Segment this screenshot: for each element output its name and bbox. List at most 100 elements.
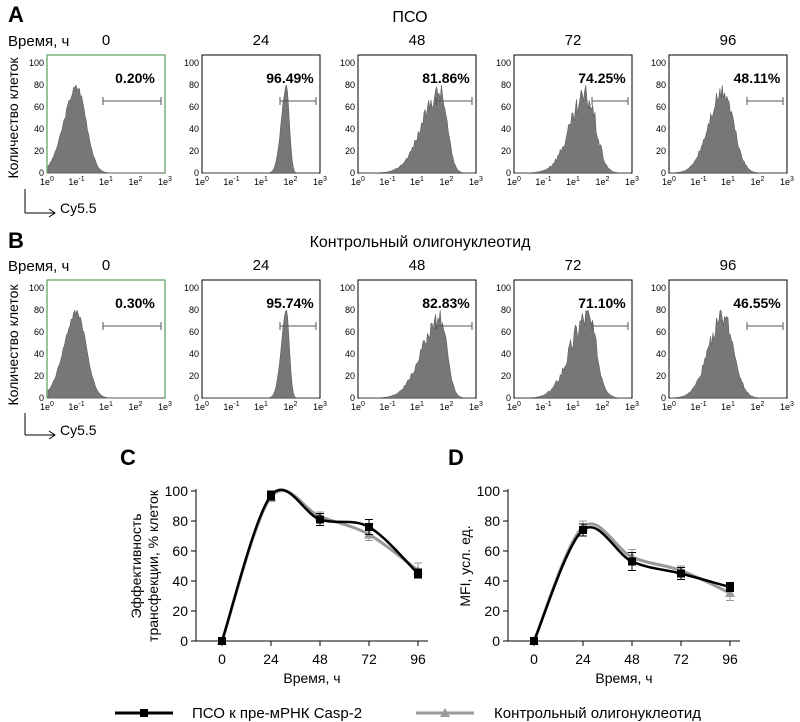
histogram-frame xyxy=(201,279,321,399)
x-tick-label: 1e1 xyxy=(566,401,580,412)
time-label: 48 xyxy=(409,257,426,274)
y-tick-label: 40 xyxy=(484,573,500,589)
x-tick-label: 1e3 xyxy=(313,176,327,187)
y-axis-label-line2: трансфекции, % клеток xyxy=(145,489,161,642)
x-tick-label: 1e1 xyxy=(410,401,424,412)
y-tick-label: 100 xyxy=(29,283,44,293)
time-label: 72 xyxy=(565,257,582,274)
histogram-distribution xyxy=(669,309,786,399)
y-tick-label: 100 xyxy=(340,58,355,68)
data-point xyxy=(726,583,734,591)
histogram-panel: 96 0 20 40 60 80 100 1e0 1e-1 1e1 1e2 1e3 48.11% xyxy=(651,32,794,187)
y-tick-label: 80 xyxy=(189,305,199,315)
series-control xyxy=(529,520,735,645)
data-point xyxy=(530,637,538,645)
gate-percent: 0.30% xyxy=(115,295,155,311)
y-tick-label: 20 xyxy=(345,146,355,156)
y-tick-label: 0 xyxy=(492,633,500,649)
y-tick-label: 20 xyxy=(656,371,666,381)
y-tick-label: 20 xyxy=(501,371,511,381)
panel-b-letter: B xyxy=(8,228,24,253)
y-tick-label: 80 xyxy=(501,305,511,315)
time-label: 24 xyxy=(253,32,270,49)
x-tick-label: 1e1 xyxy=(254,401,268,412)
x-tick-label: 96 xyxy=(410,651,426,667)
y-tick-label: 0 xyxy=(194,168,199,178)
time-label: 96 xyxy=(720,32,737,49)
gate-percent: 95.74% xyxy=(266,295,314,311)
gate-percent: 82.83% xyxy=(422,295,470,311)
panel-b-title: Контрольный олигонуклеотид xyxy=(310,234,531,251)
y-tick-label: 80 xyxy=(189,80,199,90)
histogram-distribution xyxy=(203,309,319,399)
line-chart-c: 0 20 40 60 80 100 0 24 48 72 96 Время, ч Эффективнос… xyxy=(128,483,428,686)
y-tick-label: 100 xyxy=(184,283,199,293)
series-pso xyxy=(530,523,734,645)
gate-percent: 71.10% xyxy=(578,295,626,311)
x-tick-label: 1e-1 xyxy=(68,401,84,412)
y-tick-label: 0 xyxy=(506,168,511,178)
x-tick-label: 1e3 xyxy=(780,176,794,187)
x-tick-label: 1e3 xyxy=(313,401,327,412)
y-tick-label: 0 xyxy=(661,168,666,178)
line-chart-d: 0 20 40 60 80 100 0 24 48 72 96 Время, ч MFI, усл. е… xyxy=(457,483,740,686)
x-tick-label: 1e3 xyxy=(158,401,172,412)
y-tick-label: 80 xyxy=(484,513,500,529)
series-line xyxy=(532,522,731,642)
y-tick-label: 100 xyxy=(651,283,666,293)
x-tick-label: 1e0 xyxy=(195,176,209,187)
x-tick-label: 1e1 xyxy=(410,176,424,187)
x-tick-label: 96 xyxy=(722,651,738,667)
time-label: 96 xyxy=(720,257,737,274)
y-tick-label: 20 xyxy=(656,146,666,156)
x-tick-label: 1e3 xyxy=(469,401,483,412)
y-tick-label: 80 xyxy=(656,305,666,315)
y-tick-label: 40 xyxy=(656,349,666,359)
y-tick-label: 0 xyxy=(661,393,666,403)
time-label: 48 xyxy=(409,32,426,49)
histogram-panel: 0 0 20 40 60 80 100 1e0 1e-1 1e1 1e2 1e3 0.20% xyxy=(29,32,172,187)
y-tick-label: 80 xyxy=(34,80,44,90)
y-tick-label: 20 xyxy=(189,146,199,156)
y-tick-label: 100 xyxy=(496,283,511,293)
x-tick-label: 1e2 xyxy=(751,401,765,412)
x-tick-label: 72 xyxy=(673,651,689,667)
gate-percent: 81.86% xyxy=(422,70,470,86)
histogram-distribution xyxy=(515,84,631,174)
panel-a-y-axis-label: Количество клеток xyxy=(5,57,21,179)
x-tick-label: 1e1 xyxy=(566,176,580,187)
y-tick-label: 60 xyxy=(34,102,44,112)
gate-percent: 0.20% xyxy=(115,70,155,86)
x-tick-label: 48 xyxy=(312,651,328,667)
y-tick-label: 60 xyxy=(34,327,44,337)
x-tick-label: 1e3 xyxy=(625,176,639,187)
x-tick-label: 1e-1 xyxy=(223,176,239,187)
y-tick-label: 100 xyxy=(496,58,511,68)
y-tick-label: 20 xyxy=(34,371,44,381)
y-tick-label: 80 xyxy=(656,80,666,90)
y-tick-label: 80 xyxy=(501,80,511,90)
x-tick-label: 1e0 xyxy=(195,401,209,412)
y-tick-label: 60 xyxy=(172,543,188,559)
x-tick-label: 1e2 xyxy=(596,401,610,412)
y-tick-label: 60 xyxy=(656,327,666,337)
y-tick-label: 80 xyxy=(345,80,355,90)
x-tick-label: 1e1 xyxy=(721,176,735,187)
x-tick-label: 1e2 xyxy=(129,401,143,412)
x-tick-label: 0 xyxy=(530,651,538,667)
y-tick-label: 60 xyxy=(345,327,355,337)
x-tick-label: 1e2 xyxy=(284,401,298,412)
x-tick-label: 1e-1 xyxy=(690,176,706,187)
y-tick-label: 40 xyxy=(34,349,44,359)
data-point xyxy=(365,523,373,531)
histogram-panel: 24 0 20 40 60 80 100 1e0 1e-1 1e1 1e2 1e3 95.74% xyxy=(184,257,327,412)
x-tick-label: 1e0 xyxy=(662,401,676,412)
y-tick-label: 20 xyxy=(345,371,355,381)
panel-b-x-axis-label: Cy5.5 xyxy=(60,422,97,438)
series-pso xyxy=(218,488,422,645)
y-tick-label: 0 xyxy=(350,393,355,403)
panel-a-title: ПСО xyxy=(392,9,427,26)
